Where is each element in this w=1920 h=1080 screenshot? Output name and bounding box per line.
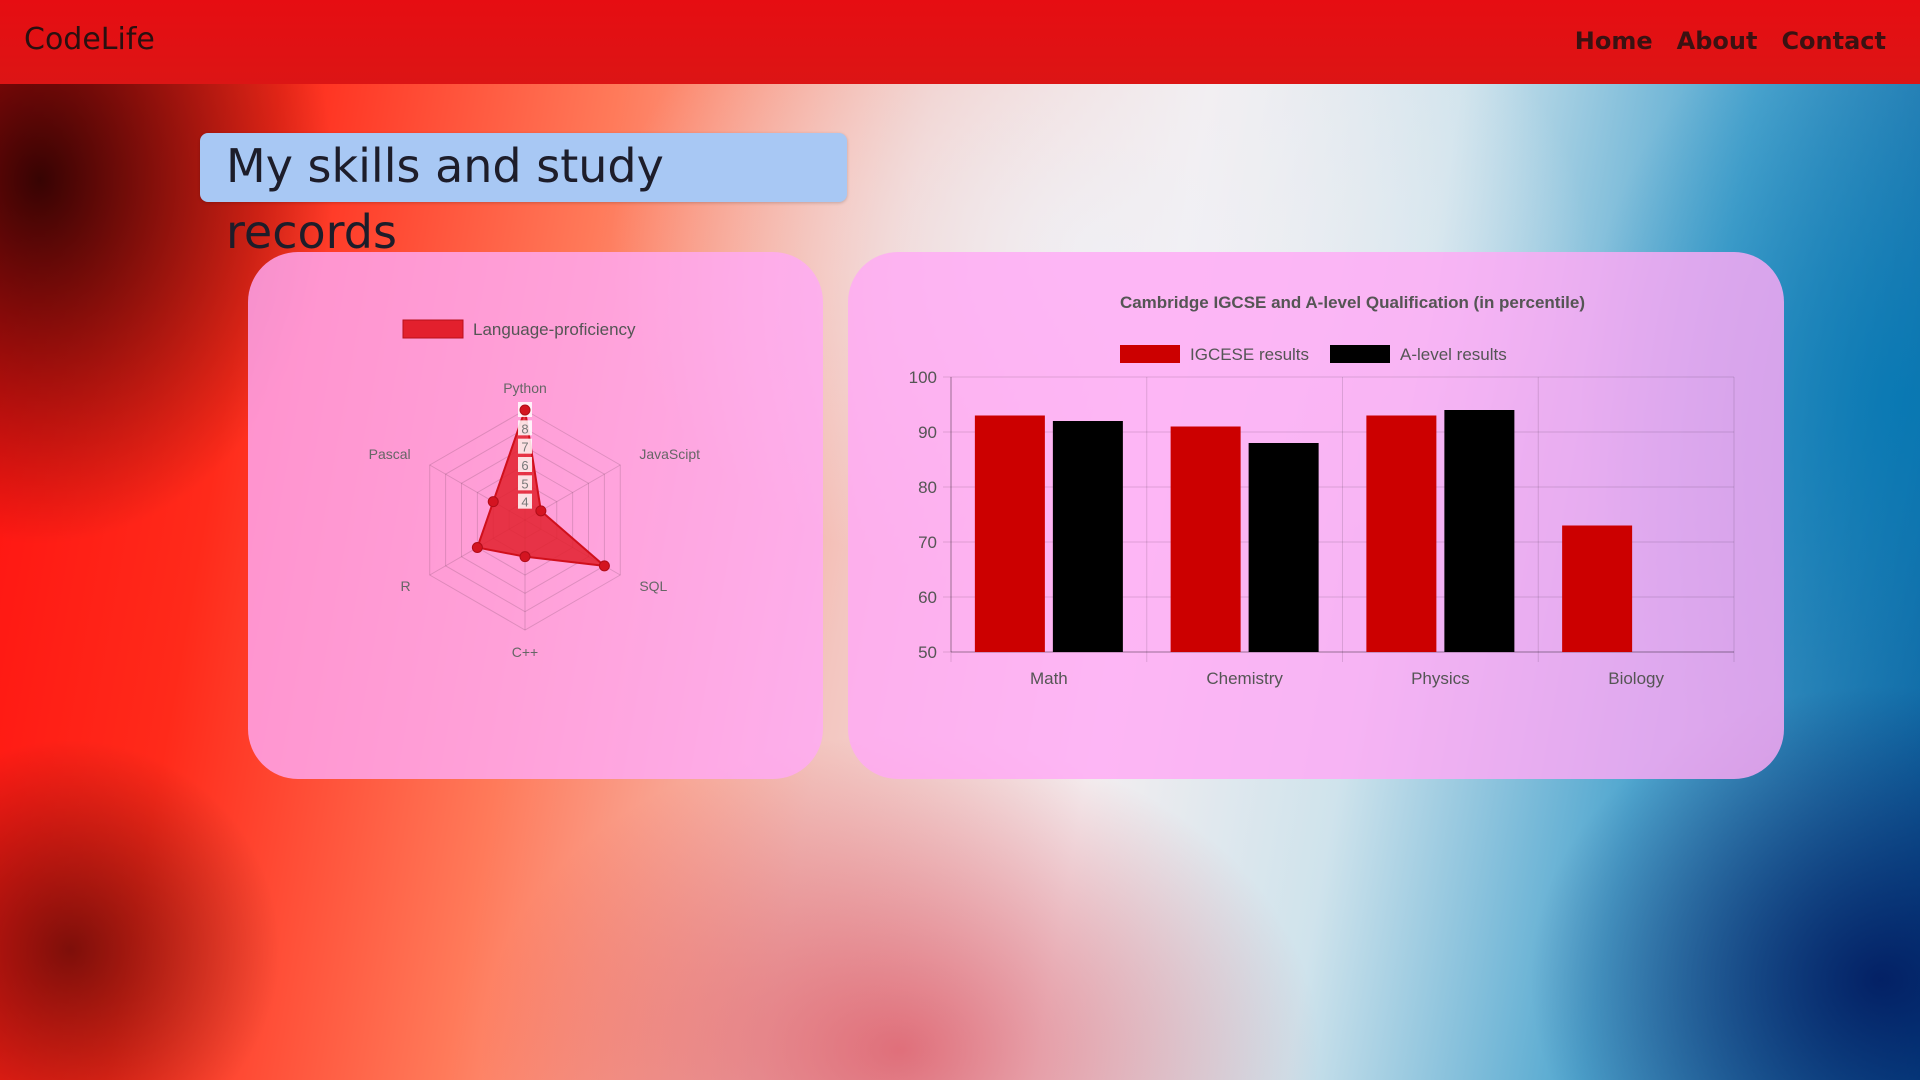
x-tick-label-chemistry: Chemistry: [1206, 669, 1283, 688]
radar-grid-ring: [460, 446, 590, 594]
radar-tick-label-5: 5: [521, 476, 528, 491]
x-tick-label-biology: Biology: [1608, 669, 1664, 688]
y-tick-label-80: 80: [918, 478, 937, 497]
radar-tick-backdrop: [518, 457, 532, 472]
radar-point-python: [519, 404, 531, 416]
radar-point-sql: [598, 560, 610, 572]
radar-axis-label-pascal: Pascal: [369, 446, 411, 462]
radar-tick-backdrop: [518, 493, 532, 509]
legend-swatch-series-1: [1120, 345, 1180, 363]
radar-axis-label-sql: SQL: [639, 578, 667, 594]
radar-point-javascipt: [535, 505, 547, 517]
radar-chart: Language-proficiency Python JavaScipt SQL C+…: [369, 319, 700, 660]
x-tick-label-math: Math: [1030, 669, 1068, 688]
x-tick-label-physics: Physics: [1411, 669, 1470, 688]
y-tick-label-100: 100: [909, 368, 937, 387]
y-tick-label-50: 50: [918, 643, 937, 662]
bar-biology-series-1: [1562, 525, 1633, 652]
page-title: My skills and study records: [200, 133, 847, 259]
radar-data-area: [476, 409, 608, 568]
legend-label-language-proficiency: Language-proficiency: [473, 320, 636, 339]
radar-grid-ring: [476, 464, 574, 576]
nav-link-home[interactable]: Home: [1574, 27, 1653, 55]
radar-tick-backdrop: [518, 438, 532, 454]
radar-axis-label-c-: C++: [512, 644, 538, 660]
navbar: CodeLife Home About Contact: [0, 0, 1920, 84]
radar-tick-backdrop: [518, 420, 532, 436]
nav-links: Home About Contact: [1575, 27, 1886, 55]
legend-label-series-1: IGCESE results: [1190, 345, 1309, 364]
nav-link-contact[interactable]: Contact: [1781, 27, 1886, 55]
radar-point-r: [471, 542, 483, 553]
nav-link-about[interactable]: About: [1676, 27, 1758, 55]
y-tick-label-70: 70: [918, 533, 937, 552]
bar-math-series-1: [974, 415, 1045, 652]
radar-tick-label-6: 6: [521, 458, 528, 473]
radar-axis-label-r: R: [401, 578, 411, 594]
y-tick-label-90: 90: [918, 423, 937, 442]
skills-card: Language-proficiency Python JavaScipt SQL C+…: [248, 252, 823, 779]
radar-tick-label-7: 7: [521, 440, 528, 455]
legend-label-series-2: A-level results: [1400, 345, 1507, 364]
radar-tick-backdrop: [518, 475, 532, 491]
bar-chemistry-series-2: [1248, 443, 1319, 652]
bar-physics-series-2: [1444, 410, 1515, 652]
bar-chemistry-series-1: [1170, 426, 1241, 652]
radar-point-pascal: [487, 496, 499, 508]
radar-tick-label-4: 4: [521, 495, 528, 510]
study-records-card: Cambridge IGCSE and A-level Qualificatio…: [848, 252, 1784, 779]
brand-logo[interactable]: CodeLife: [24, 22, 155, 57]
y-tick-label-60: 60: [918, 588, 937, 607]
bar-math-series-2: [1052, 421, 1123, 652]
radar-grid-ring: [445, 427, 605, 613]
radar-axis-label-javascipt: JavaScipt: [639, 446, 700, 462]
bar-physics-series-1: [1366, 415, 1437, 652]
bar-chart: Cambridge IGCSE and A-level Qualificatio…: [909, 293, 1735, 688]
radar-point-c-: [519, 551, 531, 563]
legend-swatch-language-proficiency: [402, 319, 464, 339]
radar-grid-ring: [429, 409, 621, 631]
legend-swatch-series-2: [1330, 345, 1390, 363]
radar-axis-label-python: Python: [503, 380, 547, 396]
bar-chart-title: Cambridge IGCSE and A-level Qualificatio…: [1120, 293, 1585, 312]
radar-tick-label-8: 8: [521, 421, 528, 436]
